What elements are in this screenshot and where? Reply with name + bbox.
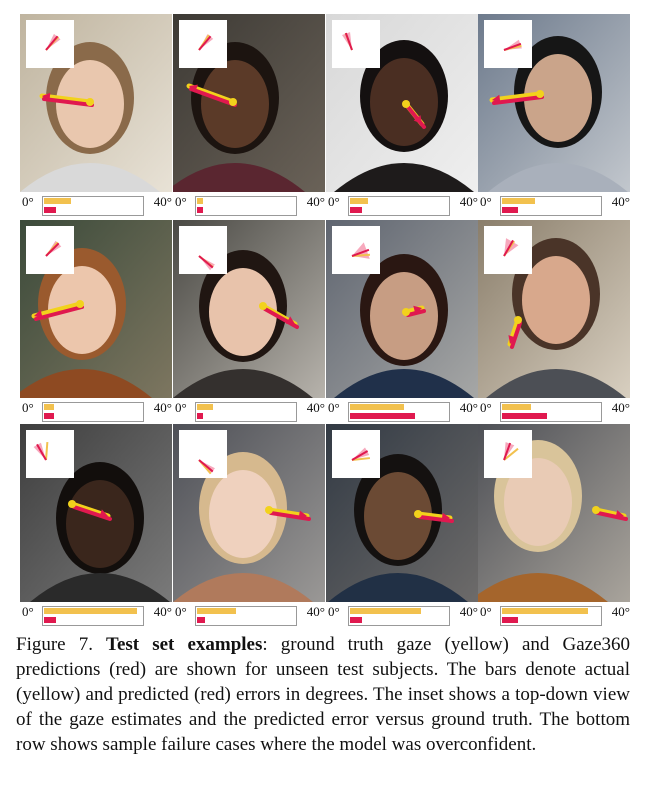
actual-error-bar: [44, 608, 138, 614]
error-bars: 0° 40°: [20, 400, 172, 424]
predicted-error-bar: [350, 617, 362, 623]
scale-min-label: 0°: [175, 194, 187, 209]
scale-max-label: 40°: [611, 604, 630, 619]
predicted-error-bar: [350, 413, 415, 419]
scale-min-label: 0°: [22, 194, 34, 209]
scale-min-label: 0°: [22, 604, 34, 619]
actual-error-bar: [350, 608, 421, 614]
error-track: [348, 402, 450, 422]
top-down-inset: [332, 430, 380, 478]
actual-error-bar: [44, 198, 72, 204]
predicted-error-bar: [350, 207, 362, 213]
error-bars: 0° 40°: [478, 400, 630, 424]
scale-min-label: 0°: [175, 604, 187, 619]
error-bars: 0° 40°: [326, 194, 478, 218]
scale-max-label: 40°: [459, 194, 478, 209]
error-bars: 0° 40°: [326, 604, 478, 628]
scale-max-label: 40°: [153, 604, 172, 619]
actual-error-bar: [44, 404, 54, 410]
scale-min-label: 0°: [480, 400, 492, 415]
error-bars: 0° 40°: [173, 604, 325, 628]
scale-min-label: 0°: [480, 194, 492, 209]
error-track: [42, 402, 144, 422]
top-down-inset: [332, 20, 380, 68]
scale-min-label: 0°: [480, 604, 492, 619]
predicted-error-bar: [44, 207, 56, 213]
scale-max-label: 40°: [306, 400, 325, 415]
scale-max-label: 40°: [459, 400, 478, 415]
top-down-inset: [332, 226, 380, 274]
error-track: [348, 196, 450, 216]
predicted-error-bar: [502, 413, 548, 419]
error-bars: 0° 40°: [20, 604, 172, 628]
error-bars: 0° 40°: [20, 194, 172, 218]
subject-photo: [20, 424, 172, 602]
actual-error-bar: [502, 198, 536, 204]
predicted-error-bar: [502, 207, 518, 213]
scale-max-label: 40°: [459, 604, 478, 619]
actual-error-bar: [197, 198, 203, 204]
caption-label: Figure 7.: [16, 634, 93, 655]
error-track: [195, 196, 297, 216]
error-bars: 0° 40°: [173, 400, 325, 424]
scale-max-label: 40°: [611, 194, 630, 209]
actual-error-bar: [502, 608, 589, 614]
top-down-inset: [26, 20, 74, 68]
predicted-error-bar: [197, 207, 203, 213]
actual-error-bar: [502, 404, 532, 410]
actual-error-bar: [350, 198, 368, 204]
top-down-inset: [179, 430, 227, 478]
top-down-inset: [26, 226, 74, 274]
scale-max-label: 40°: [153, 400, 172, 415]
error-track: [500, 402, 602, 422]
actual-error-bar: [197, 608, 237, 614]
subject-photo: [326, 220, 478, 398]
top-down-inset: [26, 430, 74, 478]
scale-min-label: 0°: [22, 400, 34, 415]
subject-photo: [20, 14, 172, 192]
top-down-inset: [484, 226, 532, 274]
error-bars: 0° 40°: [478, 194, 630, 218]
predicted-error-bar: [502, 617, 518, 623]
predicted-error-bar: [44, 617, 56, 623]
error-track: [42, 196, 144, 216]
error-track: [348, 606, 450, 626]
scale-min-label: 0°: [175, 400, 187, 415]
error-bars: 0° 40°: [478, 604, 630, 628]
scale-max-label: 40°: [611, 400, 630, 415]
actual-error-bar: [197, 404, 213, 410]
subject-photo: [326, 14, 478, 192]
predicted-error-bar: [197, 413, 203, 419]
error-track: [500, 606, 602, 626]
top-down-inset: [484, 430, 532, 478]
caption-title: Test set examples: [106, 634, 263, 655]
error-track: [500, 196, 602, 216]
scale-max-label: 40°: [306, 604, 325, 619]
figure-caption: Figure 7. Test set examples: ground trut…: [16, 632, 630, 757]
scale-min-label: 0°: [328, 194, 340, 209]
scale-max-label: 40°: [306, 194, 325, 209]
predicted-error-bar: [197, 617, 205, 623]
caption-body: : ground truth gaze (yellow) and Gaze360…: [16, 634, 631, 755]
predicted-error-bar: [44, 413, 54, 419]
subject-photo: [326, 424, 478, 602]
actual-error-bar: [350, 404, 404, 410]
error-bars: 0° 40°: [326, 400, 478, 424]
scale-min-label: 0°: [328, 604, 340, 619]
error-track: [42, 606, 144, 626]
subject-photo: [478, 14, 630, 192]
scale-max-label: 40°: [153, 194, 172, 209]
top-down-inset: [179, 226, 227, 274]
subject-photo: [478, 220, 630, 398]
error-track: [195, 402, 297, 422]
error-bars: 0° 40°: [173, 194, 325, 218]
top-down-inset: [179, 20, 227, 68]
scale-min-label: 0°: [328, 400, 340, 415]
top-down-inset: [484, 20, 532, 68]
figure-grid: 0° 40° 0° 40° 0° 40°: [20, 14, 630, 628]
error-track: [195, 606, 297, 626]
